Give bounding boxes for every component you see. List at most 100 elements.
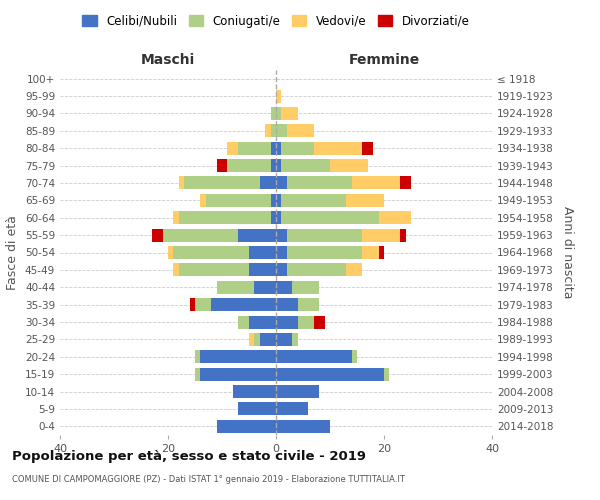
Bar xyxy=(206,194,271,207)
Bar xyxy=(362,228,400,241)
Bar xyxy=(287,246,362,259)
Bar xyxy=(260,176,276,190)
Bar xyxy=(298,316,314,328)
Text: Popolazione per età, sesso e stato civile - 2019: Popolazione per età, sesso e stato civil… xyxy=(12,450,366,463)
Bar xyxy=(276,316,298,328)
Bar xyxy=(292,333,298,346)
Bar xyxy=(200,350,276,364)
Bar xyxy=(276,142,281,154)
Bar xyxy=(400,176,411,190)
Bar xyxy=(276,176,287,190)
Bar xyxy=(276,402,308,415)
Bar xyxy=(330,159,368,172)
Bar xyxy=(254,280,276,294)
Bar xyxy=(211,298,276,311)
Bar xyxy=(173,211,179,224)
Bar xyxy=(217,420,276,433)
Bar xyxy=(276,159,281,172)
Bar xyxy=(271,142,276,154)
Bar xyxy=(314,316,325,328)
Bar xyxy=(276,228,287,241)
Bar xyxy=(249,264,276,276)
Text: Femmine: Femmine xyxy=(349,52,419,66)
Bar xyxy=(249,246,276,259)
Bar xyxy=(281,194,346,207)
Bar xyxy=(287,228,362,241)
Bar xyxy=(276,333,292,346)
Bar xyxy=(271,211,276,224)
Bar xyxy=(400,228,406,241)
Bar xyxy=(238,316,249,328)
Bar xyxy=(173,264,179,276)
Bar xyxy=(346,194,384,207)
Bar xyxy=(276,124,287,138)
Bar xyxy=(254,333,260,346)
Bar xyxy=(281,159,330,172)
Bar xyxy=(379,211,411,224)
Bar xyxy=(260,333,276,346)
Bar xyxy=(190,298,195,311)
Bar xyxy=(238,402,276,415)
Bar xyxy=(271,107,276,120)
Bar xyxy=(179,176,184,190)
Bar xyxy=(217,159,227,172)
Bar xyxy=(200,194,206,207)
Bar xyxy=(276,107,281,120)
Bar xyxy=(352,350,357,364)
Y-axis label: Fasce di età: Fasce di età xyxy=(7,215,19,290)
Bar xyxy=(384,368,389,380)
Bar xyxy=(314,142,362,154)
Bar xyxy=(287,176,352,190)
Bar xyxy=(276,90,281,102)
Bar xyxy=(271,159,276,172)
Bar xyxy=(271,194,276,207)
Bar xyxy=(173,246,249,259)
Bar xyxy=(276,280,292,294)
Bar xyxy=(163,228,238,241)
Bar xyxy=(179,264,249,276)
Bar xyxy=(249,333,254,346)
Bar xyxy=(276,368,384,380)
Text: COMUNE DI CAMPOMAGGIORE (PZ) - Dati ISTAT 1° gennaio 2019 - Elaborazione TUTTITA: COMUNE DI CAMPOMAGGIORE (PZ) - Dati ISTA… xyxy=(12,475,405,484)
Bar xyxy=(276,350,352,364)
Bar xyxy=(276,211,281,224)
Bar xyxy=(249,316,276,328)
Bar xyxy=(276,194,281,207)
Bar xyxy=(238,228,276,241)
Bar xyxy=(287,264,346,276)
Bar xyxy=(281,107,298,120)
Bar xyxy=(292,280,319,294)
Bar xyxy=(276,298,298,311)
Bar xyxy=(233,385,276,398)
Bar xyxy=(287,124,314,138)
Bar xyxy=(195,298,211,311)
Bar xyxy=(168,246,173,259)
Bar xyxy=(195,350,200,364)
Bar xyxy=(276,246,287,259)
Bar xyxy=(184,176,260,190)
Legend: Celibi/Nubili, Coniugati/e, Vedovi/e, Divorziati/e: Celibi/Nubili, Coniugati/e, Vedovi/e, Di… xyxy=(82,14,470,28)
Bar xyxy=(362,142,373,154)
Y-axis label: Anni di nascita: Anni di nascita xyxy=(562,206,574,298)
Bar xyxy=(352,176,400,190)
Bar xyxy=(195,368,200,380)
Bar xyxy=(200,368,276,380)
Bar xyxy=(276,420,330,433)
Bar xyxy=(281,142,314,154)
Text: Maschi: Maschi xyxy=(141,52,195,66)
Bar xyxy=(379,246,384,259)
Bar xyxy=(217,280,254,294)
Bar xyxy=(298,298,319,311)
Bar xyxy=(227,142,238,154)
Bar xyxy=(271,124,276,138)
Bar xyxy=(362,246,379,259)
Bar xyxy=(238,142,271,154)
Bar xyxy=(179,211,271,224)
Bar xyxy=(276,385,319,398)
Bar xyxy=(265,124,271,138)
Bar xyxy=(152,228,163,241)
Bar xyxy=(227,159,271,172)
Bar xyxy=(346,264,362,276)
Bar xyxy=(281,211,379,224)
Bar xyxy=(276,264,287,276)
